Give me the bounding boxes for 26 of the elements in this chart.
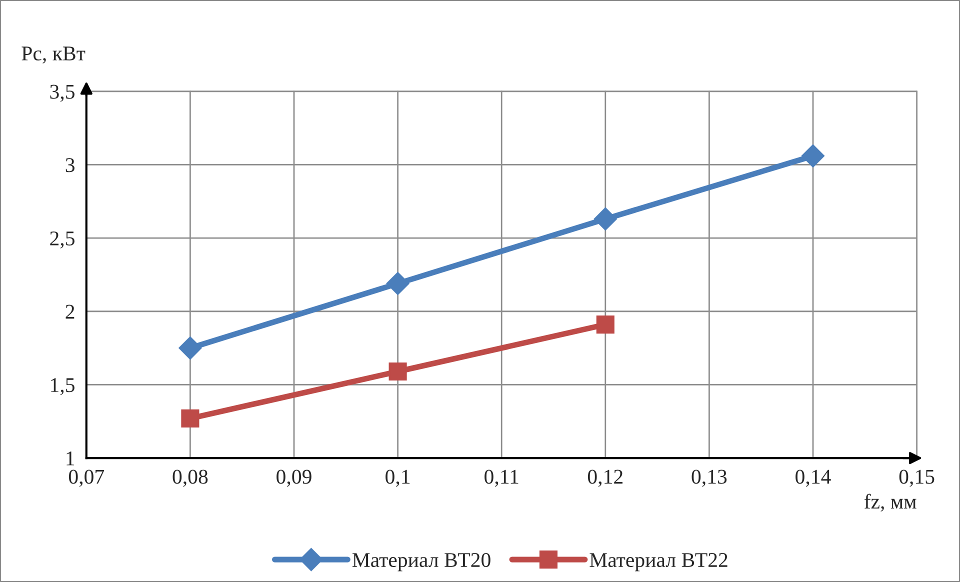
point: [181, 409, 200, 428]
x-tick-label: 0,1: [386, 470, 410, 487]
x-tick-label: 0,09: [276, 470, 312, 487]
legend-label: Материал ВТ22: [590, 553, 728, 572]
point: [178, 336, 202, 360]
point: [386, 272, 410, 295]
point: [388, 362, 407, 381]
y-tick-label: 2: [66, 304, 74, 319]
point: [802, 144, 824, 168]
y-tick-label: 3: [66, 158, 74, 172]
x-tick-label: 0,12: [588, 470, 622, 487]
y-tick-label: 2,5: [50, 231, 74, 248]
point: [594, 207, 617, 230]
y-axis-title: Pc, кВт: [22, 46, 86, 64]
x-tick-label: 0,14: [796, 470, 831, 487]
x-tick-label: 0,11: [484, 470, 518, 487]
x-tick-label: 0,15: [899, 470, 934, 487]
x-tick-label: 0,08: [172, 470, 208, 487]
x-tick-label: 0,07: [68, 470, 104, 487]
x-axis-title: fz, мм: [864, 494, 916, 512]
y-tick-label: 1: [66, 452, 74, 466]
y-tick-label: 1,5: [51, 378, 74, 396]
point: [596, 316, 614, 334]
x-tick-label: 0,13: [692, 470, 727, 487]
y-tick-label: 3,5: [50, 84, 74, 102]
legend-label: Материал ВТ20: [352, 552, 490, 572]
